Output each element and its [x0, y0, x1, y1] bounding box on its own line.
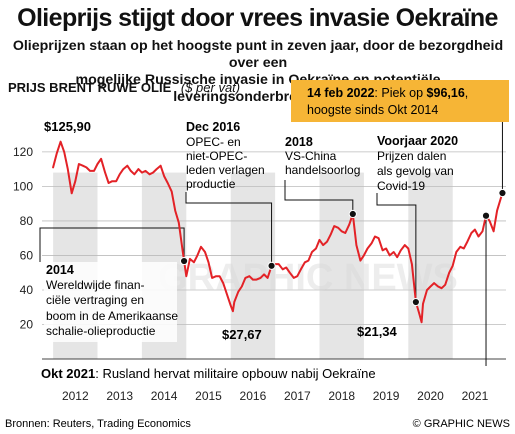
annotation-spring-2020-line-1: Prijzen dalen — [377, 149, 446, 163]
annotation-2018: 2018 VS-China handelsoorlog — [285, 135, 360, 177]
chart-title-text: PRIJS BRENT RUWE OLIE — [8, 80, 172, 95]
dot-2018 — [348, 209, 357, 219]
annotation-2018-date: 2018 — [285, 135, 313, 149]
connector-dec-2016 — [185, 192, 273, 266]
annotation-2014-line-4: schalie-olieproductie — [46, 324, 156, 338]
peak-callout-date: 14 feb 2022 — [307, 86, 374, 100]
price-line — [52, 140, 504, 324]
peak-callout: 14 feb 2022: Piek op $96,16, hoogste sin… — [291, 80, 509, 122]
x-tick-2014: 2014 — [151, 389, 178, 403]
annotation-dec-2016-line-2: niet-OPEC- — [186, 149, 247, 163]
annotation-2014-date: 2014 — [46, 263, 74, 277]
annotation-2018-line-2: handelsoorlog — [285, 163, 360, 177]
annotation-dec-2016-line-3: leden verlagen — [186, 163, 265, 177]
chart-title: PRIJS BRENT RUWE OLIE ($ per vat) — [8, 80, 240, 95]
annotation-2014-line-2: ciële vertraging en — [46, 293, 144, 307]
x-tick-2021: 2021 — [462, 389, 489, 403]
x-tick-2019: 2019 — [373, 389, 400, 403]
source-note: Bronnen: Reuters, Trading Economics — [5, 418, 191, 430]
label-low-2020: $21,34 — [357, 324, 398, 339]
annotation-dec-2016-line-4: productie — [186, 177, 236, 191]
annotation-2014: 2014 Wereldwijde finan- ciële vertraging… — [44, 262, 178, 342]
annotation-spring-2020-line-2: als gevolg van — [377, 164, 454, 178]
annotation-oct-2021: Okt 2021: Rusland hervat militaire opbou… — [41, 366, 376, 381]
annotation-oct-2021-body: Rusland hervat militaire opbouw nabij Oe… — [102, 366, 375, 381]
x-tick-2020: 2020 — [417, 389, 444, 403]
annotation-spring-2020-date: Voorjaar 2020 — [377, 134, 458, 148]
connector-spring-2020 — [376, 193, 417, 303]
credit: © GRAPHIC NEWS — [413, 418, 510, 430]
connector-2018 — [284, 180, 354, 215]
annotation-2014-line-3: boom in de Amerikaanse — [46, 309, 178, 323]
annotation-oct-2021-text: Okt 2021: Rusland hervat militaire opbou… — [41, 366, 376, 381]
dot-oct-2021 — [481, 211, 491, 220]
x-tick-2018: 2018 — [328, 389, 355, 403]
chart-unit: ($ per vat) — [181, 80, 240, 95]
peak-callout-line-2: hoogste sinds Okt 2014 — [307, 103, 438, 117]
year-band-2018 — [319, 172, 364, 359]
annotation-oct-2021-date: Okt 2021 — [41, 366, 95, 381]
y-tick-100: 100 — [13, 179, 33, 193]
dot-spring-2020 — [411, 297, 420, 307]
annotation-2014-backdrop — [44, 262, 177, 342]
y-tick-80: 80 — [20, 214, 34, 228]
annotation-dec-2016-line-1: OPEC- en — [186, 135, 241, 149]
annotation-2018-line-1: VS-China — [285, 149, 337, 163]
x-tick-2013: 2013 — [106, 389, 133, 403]
dot-2014 — [179, 256, 189, 266]
y-tick-labels: 20 40 60 80 100 120 — [13, 145, 33, 332]
annotation-spring-2020-line-3: Covid-19 — [377, 179, 425, 193]
x-tick-2016: 2016 — [240, 389, 267, 403]
annotation-dec-2016: Dec 2016 OPEC- en niet-OPEC- leden verla… — [186, 120, 265, 191]
x-tick-labels: 2012 2013 2014 2015 2016 2017 2018 2019 2020 2021 — [62, 389, 489, 403]
x-tick-2017: 2017 — [284, 389, 311, 403]
annotation-dec-2016-date: Dec 2016 — [186, 120, 240, 134]
page-title: Olieprijs stijgt door vrees invasie Oekr… — [17, 4, 498, 32]
peak-callout-line-1: 14 feb 2022: Piek op $96,16, — [307, 86, 468, 100]
connector-2014 — [39, 227, 185, 262]
dot-dec-2016 — [267, 261, 276, 270]
y-tick-40: 40 — [20, 283, 34, 297]
annotation-spring-2020: Voorjaar 2020 Prijzen dalen als gevolg v… — [377, 134, 458, 193]
annotation-connectors — [39, 122, 503, 366]
x-tick-2012: 2012 — [62, 389, 89, 403]
y-tick-60: 60 — [20, 248, 34, 262]
annotation-dots — [179, 188, 507, 307]
dot-peak-2022 — [498, 188, 507, 198]
y-tick-120: 120 — [13, 145, 33, 159]
peak-callout-text-after: , — [465, 86, 468, 100]
page-subtitle: Olieprijzen staan op het hoogste punt in… — [4, 38, 512, 106]
annotation-oct-2021-colon: : — [95, 366, 102, 381]
annotation-2014-line-1: Wereldwijde finan- — [46, 278, 145, 292]
peak-callout-value: $96,16 — [427, 86, 465, 100]
x-tick-2015: 2015 — [195, 389, 222, 403]
y-tick-20: 20 — [20, 317, 34, 331]
subtitle-line-1: Olieprijzen staan op het hoogste punt in… — [12, 38, 504, 71]
peak-callout-text-before: : Piek op — [374, 86, 426, 100]
label-peak-2012: $125,90 — [44, 119, 91, 134]
peak-callout-box — [291, 80, 509, 122]
label-low-2016: $27,67 — [222, 327, 262, 342]
